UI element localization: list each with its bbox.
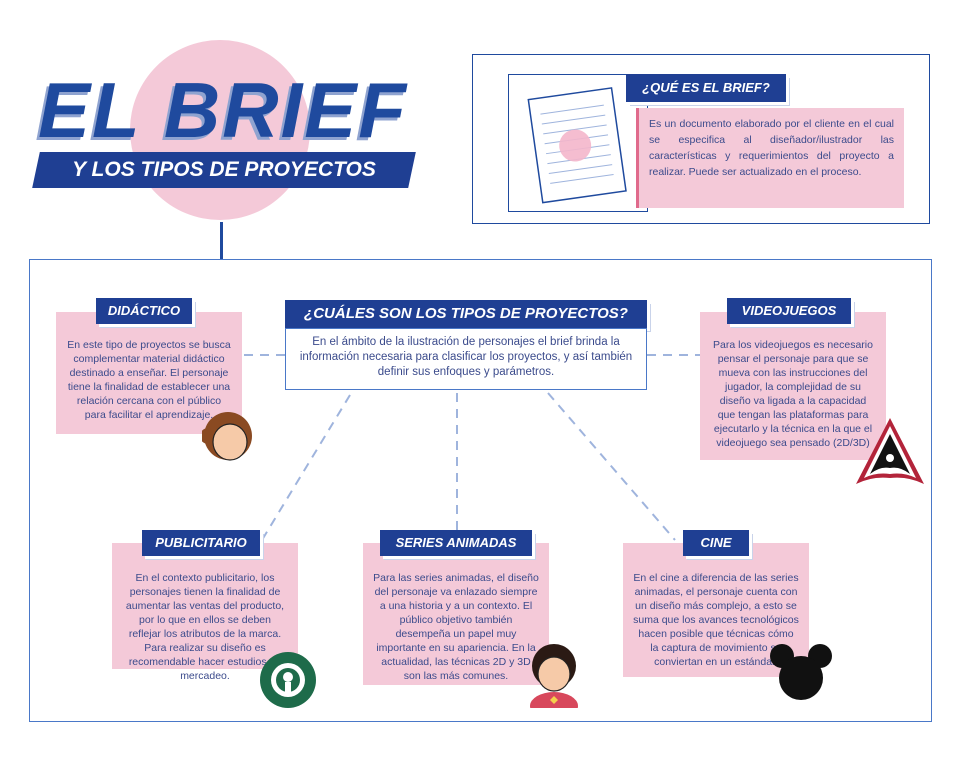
connector-publicitario: [261, 394, 351, 541]
card-series: Para las series animadas, el diseño del …: [363, 543, 549, 685]
definition-text: Es un documento elaborado por el cliente…: [649, 118, 894, 178]
card-didactico: En este tipo de proyectos se busca compl…: [56, 312, 242, 434]
connector-cine: [547, 392, 676, 541]
title-circle-decoration: [130, 40, 310, 220]
videojuegos-text: Para los videojuegos es necesario pensar…: [713, 339, 873, 449]
mouse-ears-icon: [770, 644, 832, 700]
monkey-face-icon: [202, 412, 252, 461]
publicitario-label: PUBLICITARIO: [142, 530, 260, 556]
page-title: EL BRIEF: [38, 66, 408, 154]
card-publicitario: En el contexto publicitario, los persona…: [112, 543, 298, 682]
didactico-text: En este tipo de proyectos se busca compl…: [67, 339, 231, 421]
document-icon: [527, 87, 627, 204]
coffee-siren-logo-icon: [260, 652, 316, 708]
publicitario-text: En el contexto publicitario, los persona…: [125, 572, 285, 682]
card-videojuegos: Para los videojuegos es necesario pensar…: [700, 312, 886, 460]
cine-label: CINE: [683, 530, 749, 556]
cartoon-boy-icon: [530, 644, 578, 708]
page-subtitle: Y LOS TIPOS DE PROYECTOS: [72, 158, 376, 181]
cine-text: En el cine a diferencia de las series an…: [633, 572, 799, 668]
assassin-emblem-icon: [856, 418, 924, 484]
project-types-panel: [29, 259, 932, 722]
series-label: SERIES ANIMADAS: [380, 530, 532, 556]
title-connector-line: [220, 222, 223, 260]
didactico-label: DIDÁCTICO: [96, 298, 192, 324]
types-heading: ¿CUÁLES SON LOS TIPOS DE PROYECTOS?: [285, 300, 647, 328]
types-intro-text: En el ámbito de la ilustración de person…: [299, 336, 633, 378]
definition-box: Es un documento elaborado por el cliente…: [636, 108, 904, 208]
series-text: Para las series animadas, el diseño del …: [373, 572, 539, 682]
definition-heading: ¿QUÉ ES EL BRIEF?: [626, 74, 786, 102]
types-intro-box: En el ámbito de la ilustración de person…: [285, 328, 647, 390]
videojuegos-label: VIDEOJUEGOS: [727, 298, 851, 324]
